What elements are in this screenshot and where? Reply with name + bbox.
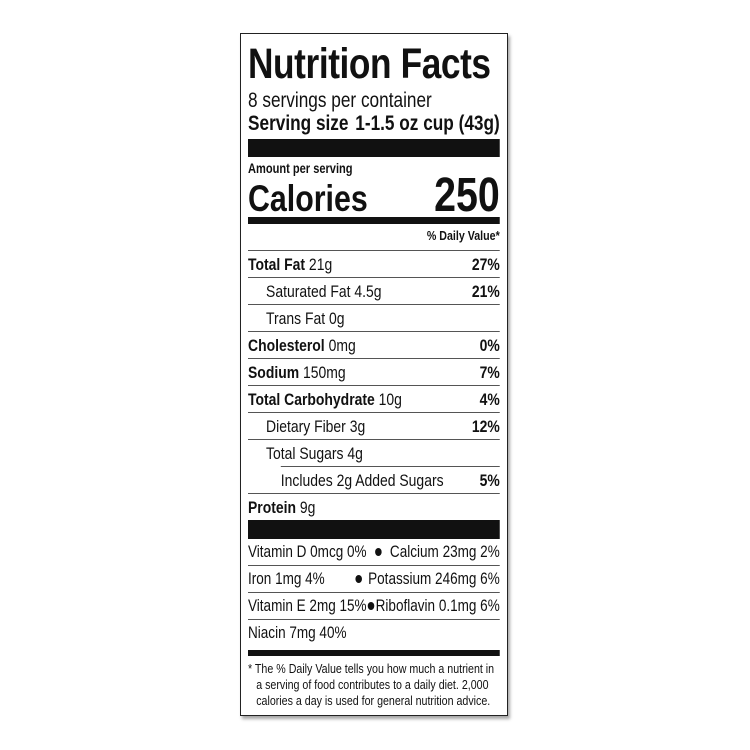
amount-per-serving: Amount per serving <box>248 161 353 176</box>
nutrient-amount: 4g <box>347 444 363 463</box>
micronutrient-left: Vitamin E 2mg 15% <box>248 596 367 615</box>
bullet-icon <box>367 602 375 610</box>
micronutrient-left: Iron 1mg 4% <box>248 569 325 588</box>
micronutrient-row: Iron 1mg 4% Potassium 246mg 6% <box>248 566 500 593</box>
calories-value: 250 <box>434 169 500 222</box>
nutrient-name: Trans Fat <box>266 309 326 328</box>
calories-row: Calories 250 <box>248 169 500 222</box>
footnote-text: * The % Daily Value tells you how much a… <box>248 661 495 708</box>
nutrient-name: Dietary Fiber <box>266 417 346 436</box>
nutrient-dv: 27% <box>471 255 500 274</box>
nutrient-amount: 3g <box>349 417 366 436</box>
bullet-icon <box>355 575 362 583</box>
divider-thick <box>248 139 500 157</box>
label-title: Nutrition Facts <box>248 40 491 88</box>
nutrient-name: Total Fat <box>248 255 306 274</box>
micronutrient-row: Vitamin D 0mcg 0% Calcium 23mg 2% <box>248 539 500 566</box>
nutrient-dv: 7% <box>479 363 500 382</box>
nutrient-dv: 21% <box>471 282 500 301</box>
serving-size-label: Serving size <box>248 112 349 135</box>
micronutrient-row: Niacin 7mg 40% <box>248 620 500 646</box>
nutrient-name: Total Sugars <box>266 444 344 463</box>
nutrient-amount: 0g <box>329 309 345 328</box>
nutrient-amount: 10g <box>378 390 402 409</box>
nutrient-row: Saturated Fat 4.5g 21% <box>248 278 500 305</box>
nutrient-name: Sodium <box>248 363 300 382</box>
nutrient-amount: 21g <box>308 255 333 274</box>
nutrient-name: Protein <box>248 498 297 517</box>
nutrient-row: Protein 9g <box>248 494 500 520</box>
divider-medium <box>248 650 500 656</box>
footnote: * The % Daily Value tells you how much a… <box>248 656 500 709</box>
nutrient-dv: 0% <box>479 336 500 355</box>
serving-size-value: 1-1.5 oz cup (43g) <box>355 112 500 135</box>
nutrient-row: Cholesterol 0mg 0% <box>248 332 500 359</box>
divider-thin <box>280 466 500 467</box>
nutrient-row: Dietary Fiber 3g 12% <box>248 413 500 440</box>
bullet-icon <box>374 548 382 556</box>
serving-size: Serving size 1-1.5 oz cup (43g) <box>248 112 500 139</box>
nutrient-amount: 150mg <box>303 363 346 382</box>
calories-label: Calories <box>248 178 368 219</box>
nutrient-row: Trans Fat 0g <box>248 305 500 332</box>
nutrient-row: Total Fat 21g 27% <box>248 251 500 278</box>
micronutrient-right: Calcium 23mg 2% <box>389 542 500 561</box>
nutrient-name: Total Carbohydrate <box>248 390 375 409</box>
nutrient-name: Includes 2g Added Sugars <box>280 471 444 490</box>
nutrient-amount: 4.5g <box>354 282 382 301</box>
nutrition-facts-label: Nutrition Facts 8 servings per container… <box>240 33 508 716</box>
nutrient-name: Cholesterol <box>248 336 325 355</box>
micronutrient-right: Riboflavin 0.1mg 6% <box>375 596 500 615</box>
nutrient-amount: 9g <box>299 498 316 517</box>
nutrient-row: Sodium 150mg 7% <box>248 359 500 386</box>
nutrient-row: Total Sugars 4g <box>248 440 500 466</box>
nutrient-dv: 5% <box>479 471 500 490</box>
nutrient-dv: 4% <box>479 390 500 409</box>
nutrient-amount: 0mg <box>328 336 356 355</box>
divider-thick <box>248 520 500 539</box>
daily-value-header: % Daily Value* <box>248 224 500 251</box>
nutrient-dv: 12% <box>471 417 500 436</box>
nutrient-row: Includes 2g Added Sugars 5% <box>248 467 500 494</box>
divider-medium <box>248 217 500 224</box>
micronutrient-right: Potassium 246mg 6% <box>368 569 500 588</box>
servings-per-container: 8 servings per container <box>248 89 432 112</box>
micronutrient-left: Niacin 7mg 40% <box>248 623 347 642</box>
micronutrient-left: Vitamin D 0mcg 0% <box>248 542 367 561</box>
nutrient-row: Total Carbohydrate 10g 4% <box>248 386 500 413</box>
micronutrient-row: Vitamin E 2mg 15% Riboflavin 0.1mg 6% <box>248 593 500 620</box>
nutrient-name: Saturated Fat <box>266 282 351 301</box>
